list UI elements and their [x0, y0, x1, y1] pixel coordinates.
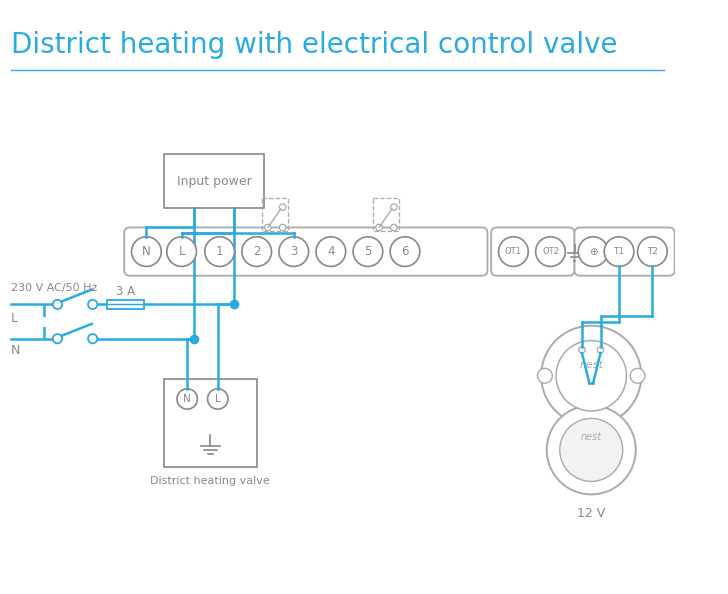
Text: L: L: [11, 312, 18, 325]
Text: ⊕: ⊕: [589, 247, 598, 257]
Text: 5: 5: [364, 245, 371, 258]
Circle shape: [560, 418, 622, 481]
Circle shape: [579, 346, 585, 353]
Circle shape: [578, 237, 608, 267]
Text: 3 A: 3 A: [116, 285, 135, 298]
Circle shape: [353, 237, 383, 267]
Text: T2: T2: [647, 247, 658, 256]
Text: T1: T1: [614, 247, 625, 256]
FancyBboxPatch shape: [124, 228, 488, 276]
Circle shape: [376, 225, 382, 230]
Circle shape: [541, 326, 641, 426]
Circle shape: [547, 406, 636, 494]
Circle shape: [597, 346, 604, 353]
Circle shape: [280, 204, 286, 210]
Circle shape: [390, 237, 420, 267]
Bar: [106, 300, 143, 309]
Text: 1: 1: [216, 245, 223, 258]
Circle shape: [279, 237, 309, 267]
Text: Input power: Input power: [177, 175, 251, 188]
Circle shape: [88, 334, 98, 343]
Text: 6: 6: [401, 245, 408, 258]
Circle shape: [604, 237, 634, 267]
FancyBboxPatch shape: [491, 228, 574, 276]
Bar: [164, 378, 257, 466]
Circle shape: [537, 368, 553, 383]
Text: 2: 2: [253, 245, 261, 258]
Circle shape: [556, 340, 627, 411]
Text: 4: 4: [327, 245, 335, 258]
Circle shape: [132, 237, 161, 267]
Circle shape: [177, 388, 197, 409]
Text: 12 V: 12 V: [577, 507, 606, 520]
Bar: [262, 198, 288, 231]
Circle shape: [391, 225, 397, 230]
Text: OT1: OT1: [505, 247, 522, 256]
Text: nest: nest: [579, 359, 604, 369]
Circle shape: [53, 300, 62, 309]
Circle shape: [499, 237, 529, 267]
Text: nest: nest: [581, 432, 602, 442]
Circle shape: [536, 237, 565, 267]
Circle shape: [316, 237, 346, 267]
Circle shape: [53, 334, 62, 343]
Circle shape: [205, 237, 234, 267]
Text: N: N: [142, 245, 151, 258]
Text: District heating with electrical control valve: District heating with electrical control…: [11, 31, 617, 59]
Circle shape: [242, 237, 272, 267]
Circle shape: [264, 225, 271, 230]
Text: L: L: [215, 394, 221, 404]
Circle shape: [630, 368, 645, 383]
Circle shape: [167, 237, 197, 267]
Bar: [373, 198, 400, 231]
Circle shape: [280, 225, 286, 230]
Circle shape: [638, 237, 668, 267]
Text: L: L: [178, 245, 185, 258]
Circle shape: [391, 204, 397, 210]
Bar: [164, 154, 264, 208]
Text: 3: 3: [290, 245, 298, 258]
Circle shape: [88, 300, 98, 309]
Circle shape: [207, 388, 228, 409]
Text: N: N: [183, 394, 191, 404]
FancyBboxPatch shape: [574, 228, 675, 276]
Text: N: N: [11, 345, 20, 357]
Text: OT2: OT2: [542, 247, 559, 256]
Text: 230 V AC/50 Hz: 230 V AC/50 Hz: [11, 283, 98, 293]
Text: District heating valve: District heating valve: [151, 476, 270, 486]
